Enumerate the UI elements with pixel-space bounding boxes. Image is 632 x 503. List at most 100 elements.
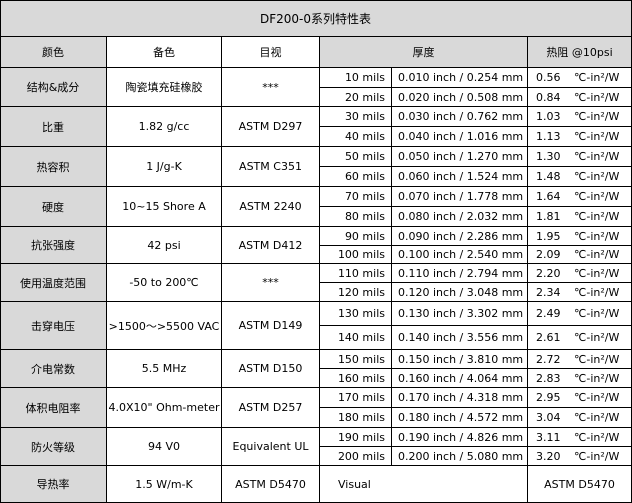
table-title: DF200-0系列特性表 bbox=[0, 0, 632, 37]
thermal-resistance: 1.64 ℃-in²/W bbox=[528, 187, 632, 207]
resistance-value: 1.48 bbox=[536, 170, 561, 183]
resistance-value: 1.30 bbox=[536, 150, 561, 163]
thickness-metric: 0.180 inch / 4.572 mm bbox=[392, 408, 528, 428]
resistance-unit: ℃-in²/W bbox=[574, 110, 620, 123]
property-name: 击穿电压 bbox=[0, 302, 107, 350]
thickness-mils: 70 mils bbox=[320, 187, 392, 207]
property-name: 热容积 bbox=[0, 147, 107, 187]
thermal-resistance: 0.56 ℃-in²/W bbox=[528, 68, 632, 88]
thickness-mils: 80 mils bbox=[320, 207, 392, 227]
thickness-metric: 0.050 inch / 1.270 mm bbox=[392, 147, 528, 167]
thickness-mils: 10 mils bbox=[320, 68, 392, 88]
header-property: 颜色 bbox=[0, 37, 107, 68]
resistance-unit: ℃-in²/W bbox=[574, 371, 620, 385]
property-value: 1 J/g-K bbox=[107, 147, 222, 187]
thickness-metric: 0.150 inch / 3.810 mm bbox=[392, 350, 528, 369]
thickness-mils: 140 mils bbox=[320, 326, 392, 350]
footer-method: ASTM D5470 bbox=[528, 466, 632, 503]
property-value: >1500～>5500 VAC bbox=[107, 302, 222, 350]
property-value: 1.82 g/cc bbox=[107, 107, 222, 147]
property-value: 4.0X10" Ohm-meter bbox=[107, 388, 222, 428]
thermal-resistance: 2.72 ℃-in²/W bbox=[528, 350, 632, 369]
thickness-metric: 0.030 inch / 0.762 mm bbox=[392, 107, 528, 127]
resistance-unit: ℃-in²/W bbox=[574, 248, 620, 261]
resistance-value: 0.56 bbox=[536, 71, 561, 84]
resistance-value: 1.95 bbox=[536, 229, 561, 243]
resistance-value: 0.84 bbox=[536, 90, 561, 104]
thermal-resistance: 1.95 ℃-in²/W bbox=[528, 227, 632, 246]
resistance-value: 1.13 bbox=[536, 130, 561, 143]
thickness-mils: 110 mils bbox=[320, 264, 392, 283]
thickness-metric: 0.200 inch / 5.080 mm bbox=[392, 447, 528, 466]
property-method: *** bbox=[222, 264, 320, 302]
thickness-metric: 0.110 inch / 2.794 mm bbox=[392, 264, 528, 283]
thermal-resistance: 2.09 ℃-in²/W bbox=[528, 246, 632, 264]
resistance-value: 1.81 bbox=[536, 210, 561, 223]
thickness-metric: 0.140 inch / 3.556 mm bbox=[392, 326, 528, 350]
resistance-value: 2.20 bbox=[536, 266, 561, 280]
resistance-value: 3.20 bbox=[536, 449, 561, 463]
resistance-value: 2.95 bbox=[536, 391, 561, 404]
resistance-unit: ℃-in²/W bbox=[574, 449, 620, 463]
thermal-resistance: 2.95 ℃-in²/W bbox=[528, 388, 632, 408]
resistance-unit: ℃-in²/W bbox=[574, 130, 620, 143]
thermal-resistance: 1.48 ℃-in²/W bbox=[528, 167, 632, 187]
thickness-mils: 160 mils bbox=[320, 369, 392, 388]
thermal-resistance: 1.30 ℃-in²/W bbox=[528, 147, 632, 167]
property-name: 结构&成分 bbox=[0, 68, 107, 107]
thickness-mils: 200 mils bbox=[320, 447, 392, 466]
resistance-unit: ℃-in²/W bbox=[574, 90, 620, 104]
property-method: ASTM D150 bbox=[222, 350, 320, 388]
header-value: 备色 bbox=[107, 37, 222, 68]
thermal-resistance: 2.61 ℃-in²/W bbox=[528, 326, 632, 350]
thickness-metric: 0.100 inch / 2.540 mm bbox=[392, 246, 528, 264]
thickness-metric: 0.040 inch / 1.016 mm bbox=[392, 127, 528, 147]
thermal-resistance: 0.84 ℃-in²/W bbox=[528, 88, 632, 107]
thickness-metric: 0.020 inch / 0.508 mm bbox=[392, 88, 528, 107]
thickness-metric: 0.090 inch / 2.286 mm bbox=[392, 227, 528, 246]
property-value: 5.5 MHz bbox=[107, 350, 222, 388]
resistance-value: 2.72 bbox=[536, 352, 561, 366]
property-method: ASTM D297 bbox=[222, 107, 320, 147]
thermal-resistance: 2.20 ℃-in²/W bbox=[528, 264, 632, 283]
thermal-resistance: 2.49 ℃-in²/W bbox=[528, 302, 632, 326]
property-value: -50 to 200℃ bbox=[107, 264, 222, 302]
property-method: *** bbox=[222, 68, 320, 107]
thickness-metric: 0.120 inch / 3.048 mm bbox=[392, 283, 528, 302]
header-method: 目视 bbox=[222, 37, 320, 68]
resistance-value: 3.11 bbox=[536, 430, 561, 444]
resistance-unit: ℃-in²/W bbox=[574, 352, 620, 366]
property-name: 抗张强度 bbox=[0, 227, 107, 264]
thickness-mils: 190 mils bbox=[320, 428, 392, 447]
thermal-resistance: 3.04 ℃-in²/W bbox=[528, 408, 632, 428]
thickness-metric: 0.080 inch / 2.032 mm bbox=[392, 207, 528, 227]
thickness-mils: 30 mils bbox=[320, 107, 392, 127]
resistance-unit: ℃-in²/W bbox=[574, 266, 620, 280]
resistance-unit: ℃-in²/W bbox=[574, 331, 620, 344]
property-method: ASTM 2240 bbox=[222, 187, 320, 227]
thickness-mils: 170 mils bbox=[320, 388, 392, 408]
thickness-metric: 0.010 inch / 0.254 mm bbox=[392, 68, 528, 88]
thickness-metric: 0.060 inch / 1.524 mm bbox=[392, 167, 528, 187]
property-method: ASTM D257 bbox=[222, 388, 320, 428]
thickness-metric: 0.070 inch / 1.778 mm bbox=[392, 187, 528, 207]
property-name: 硬度 bbox=[0, 187, 107, 227]
thickness-metric: 0.130 inch / 3.302 mm bbox=[392, 302, 528, 326]
thermal-resistance: 1.13 ℃-in²/W bbox=[528, 127, 632, 147]
thickness-mils: 100 mils bbox=[320, 246, 392, 264]
resistance-unit: ℃-in²/W bbox=[574, 210, 620, 223]
thickness-metric: 0.170 inch / 4.318 mm bbox=[392, 388, 528, 408]
resistance-value: 1.03 bbox=[536, 110, 561, 123]
property-value: 42 psi bbox=[107, 227, 222, 264]
thickness-mils: 40 mils bbox=[320, 127, 392, 147]
resistance-unit: ℃-in²/W bbox=[574, 150, 620, 163]
property-name: 体积电阻率 bbox=[0, 388, 107, 428]
thickness-mils: 120 mils bbox=[320, 283, 392, 302]
resistance-unit: ℃-in²/W bbox=[574, 307, 620, 320]
thickness-mils: 130 mils bbox=[320, 302, 392, 326]
property-name: 防火等级 bbox=[0, 428, 107, 466]
thermal-resistance: 2.34 ℃-in²/W bbox=[528, 283, 632, 302]
header-thickness: 厚度 bbox=[320, 37, 528, 68]
resistance-value: 1.64 bbox=[536, 190, 561, 203]
